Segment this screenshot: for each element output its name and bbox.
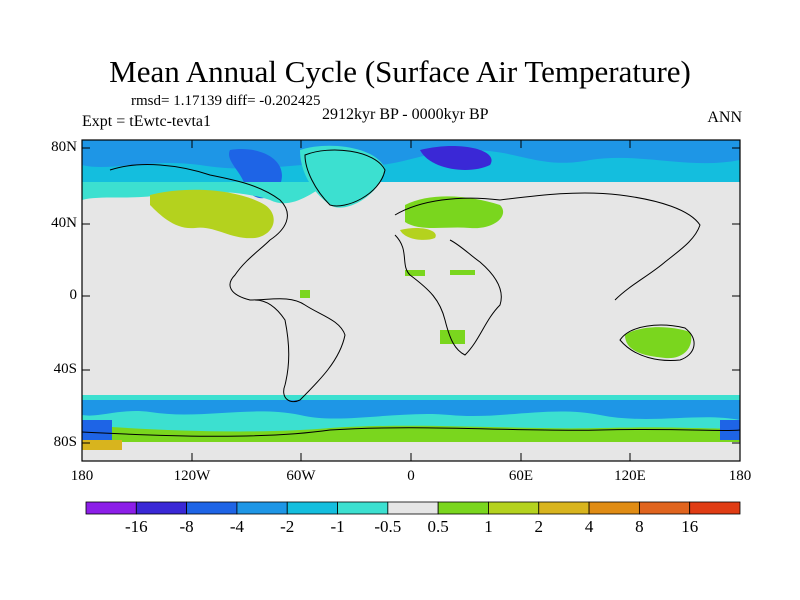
greenland-region	[300, 145, 385, 208]
colorbar-swatch-7	[437, 501, 489, 515]
y-label-80s: 80S	[53, 434, 77, 450]
experiment-label: Expt = tEwtc-tevta1	[82, 113, 211, 130]
europe-warm	[405, 196, 504, 229]
x-label-180w: 180	[70, 468, 94, 484]
ross-sea-cold	[82, 420, 112, 440]
rmsd-diff-stats: rmsd= 1.17139 diff= -0.202425	[131, 93, 321, 109]
colorbar-label-2: -4	[229, 517, 244, 536]
x-label-60e: 60E	[508, 468, 534, 484]
x-label-180e: 180	[728, 468, 752, 484]
colorbar-swatch-9	[538, 501, 590, 515]
colorbar-swatch-4	[286, 501, 338, 515]
axis-ticks	[82, 140, 740, 461]
antarctic-warm-patch	[82, 440, 122, 450]
x-label-60w: 60W	[286, 468, 316, 484]
colorbar-swatch-0	[85, 501, 137, 515]
barents-cold	[420, 145, 492, 170]
colorbar-label-8: 2	[534, 517, 544, 536]
mediterranean-warm	[400, 227, 436, 240]
period-label: 2912kyr BP - 0000kyr BP	[322, 106, 489, 123]
y-label-80n: 80N	[51, 139, 77, 155]
antarctic-coast-warm	[82, 425, 740, 442]
colorbar-swatch-5	[337, 501, 389, 515]
coastlines	[82, 149, 740, 437]
y-label-40n: 40N	[51, 215, 77, 231]
y-label-40s: 40S	[53, 361, 77, 377]
x-label-0: 0	[407, 468, 415, 484]
colorbar-swatch-8	[488, 501, 540, 515]
colorbar-swatch-6	[387, 501, 439, 515]
colorbar-label-4: -1	[330, 517, 345, 536]
south-africa-warm	[440, 330, 465, 344]
australia-warm	[625, 327, 692, 359]
sahel-warm-east	[450, 270, 475, 275]
amazon-warm	[300, 290, 310, 298]
colorbar-label-9: 4	[584, 517, 594, 536]
colorbar-swatch-1	[135, 501, 188, 515]
antarctica-neutral	[82, 440, 740, 461]
colorbar-swatch-10	[588, 501, 640, 515]
y-label-0: 0	[69, 287, 78, 303]
sahel-warm	[405, 270, 425, 276]
colorbar-label-3: -2	[280, 517, 295, 536]
x-label-120w: 120W	[173, 468, 211, 484]
colorbar-label-1: -8	[179, 517, 194, 536]
north-america-warm	[150, 189, 274, 239]
colorbar-label-0: -16	[124, 517, 148, 536]
southern-ocean-cool	[82, 400, 740, 420]
colorbar-swatch-2	[186, 501, 238, 515]
colorbar-label-11: 16	[681, 517, 699, 536]
map-title: Mean Annual Cycle (Surface Air Temperatu…	[109, 54, 691, 89]
colorbar-label-6: 0.5	[427, 517, 449, 536]
colorbar	[85, 501, 741, 515]
x-label-120e: 120E	[614, 468, 646, 484]
anomaly-field	[82, 140, 740, 461]
colorbar-swatch-12	[689, 501, 741, 515]
season-label: ANN	[707, 109, 742, 126]
colorbar-label-10: 8	[635, 517, 644, 536]
colorbar-label-5: -0.5	[374, 517, 402, 536]
subarctic-band	[82, 182, 330, 204]
colorbar-swatch-3	[236, 501, 288, 515]
colorbar-swatch-11	[638, 501, 691, 515]
colorbar-label-7: 1	[484, 517, 493, 536]
